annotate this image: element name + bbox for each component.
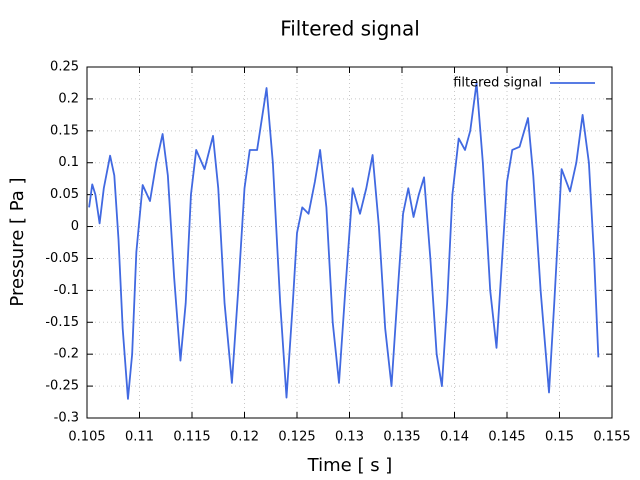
y-tick-label: 0.05 <box>50 187 79 202</box>
y-tick-label: 0.15 <box>50 123 79 138</box>
y-tick-label: -0.2 <box>54 347 79 362</box>
x-tick-label: 0.14 <box>440 430 469 445</box>
data-line <box>88 82 600 400</box>
y-tick-label: 0 <box>71 219 79 234</box>
y-tick-label: 0.2 <box>58 91 79 106</box>
y-tick-label: 0.1 <box>58 155 79 170</box>
plot-frame <box>86 66 613 419</box>
x-tick-label: 0.15 <box>545 430 574 445</box>
y-tick-label: -0.1 <box>54 283 79 298</box>
x-tick-label: 0.13 <box>335 430 364 445</box>
y-tick-label: -0.25 <box>45 379 79 394</box>
x-tick-label: 0.135 <box>383 430 420 445</box>
y-tick-label: -0.15 <box>45 315 79 330</box>
x-tick-label: 0.145 <box>488 430 525 445</box>
x-axis-label: Time [ s ] <box>307 455 393 476</box>
y-tick-label: 0.25 <box>50 60 79 75</box>
x-tick-label: 0.105 <box>68 430 105 445</box>
x-tick-label: 0.11 <box>125 430 154 445</box>
chart-title: Filtered signal <box>280 17 420 41</box>
x-tick-label: 0.12 <box>230 430 259 445</box>
x-tick-label: 0.155 <box>593 430 630 445</box>
y-tick-label: -0.05 <box>45 251 79 266</box>
legend-label: filtered signal <box>453 76 542 91</box>
y-axis-label: Pressure [ Pa ] <box>7 177 28 306</box>
x-tick-label: 0.115 <box>173 430 210 445</box>
x-tick-label: 0.125 <box>278 430 315 445</box>
y-tick-label: -0.3 <box>54 411 79 426</box>
